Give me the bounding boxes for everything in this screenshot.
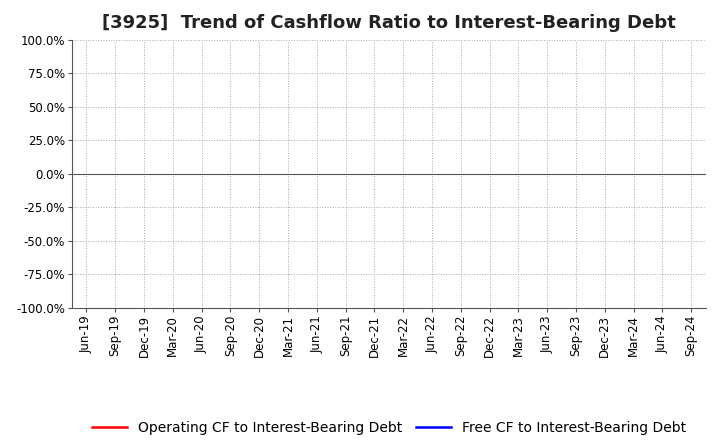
- Legend: Operating CF to Interest-Bearing Debt, Free CF to Interest-Bearing Debt: Operating CF to Interest-Bearing Debt, F…: [86, 415, 691, 440]
- Title: [3925]  Trend of Cashflow Ratio to Interest-Bearing Debt: [3925] Trend of Cashflow Ratio to Intere…: [102, 15, 675, 33]
